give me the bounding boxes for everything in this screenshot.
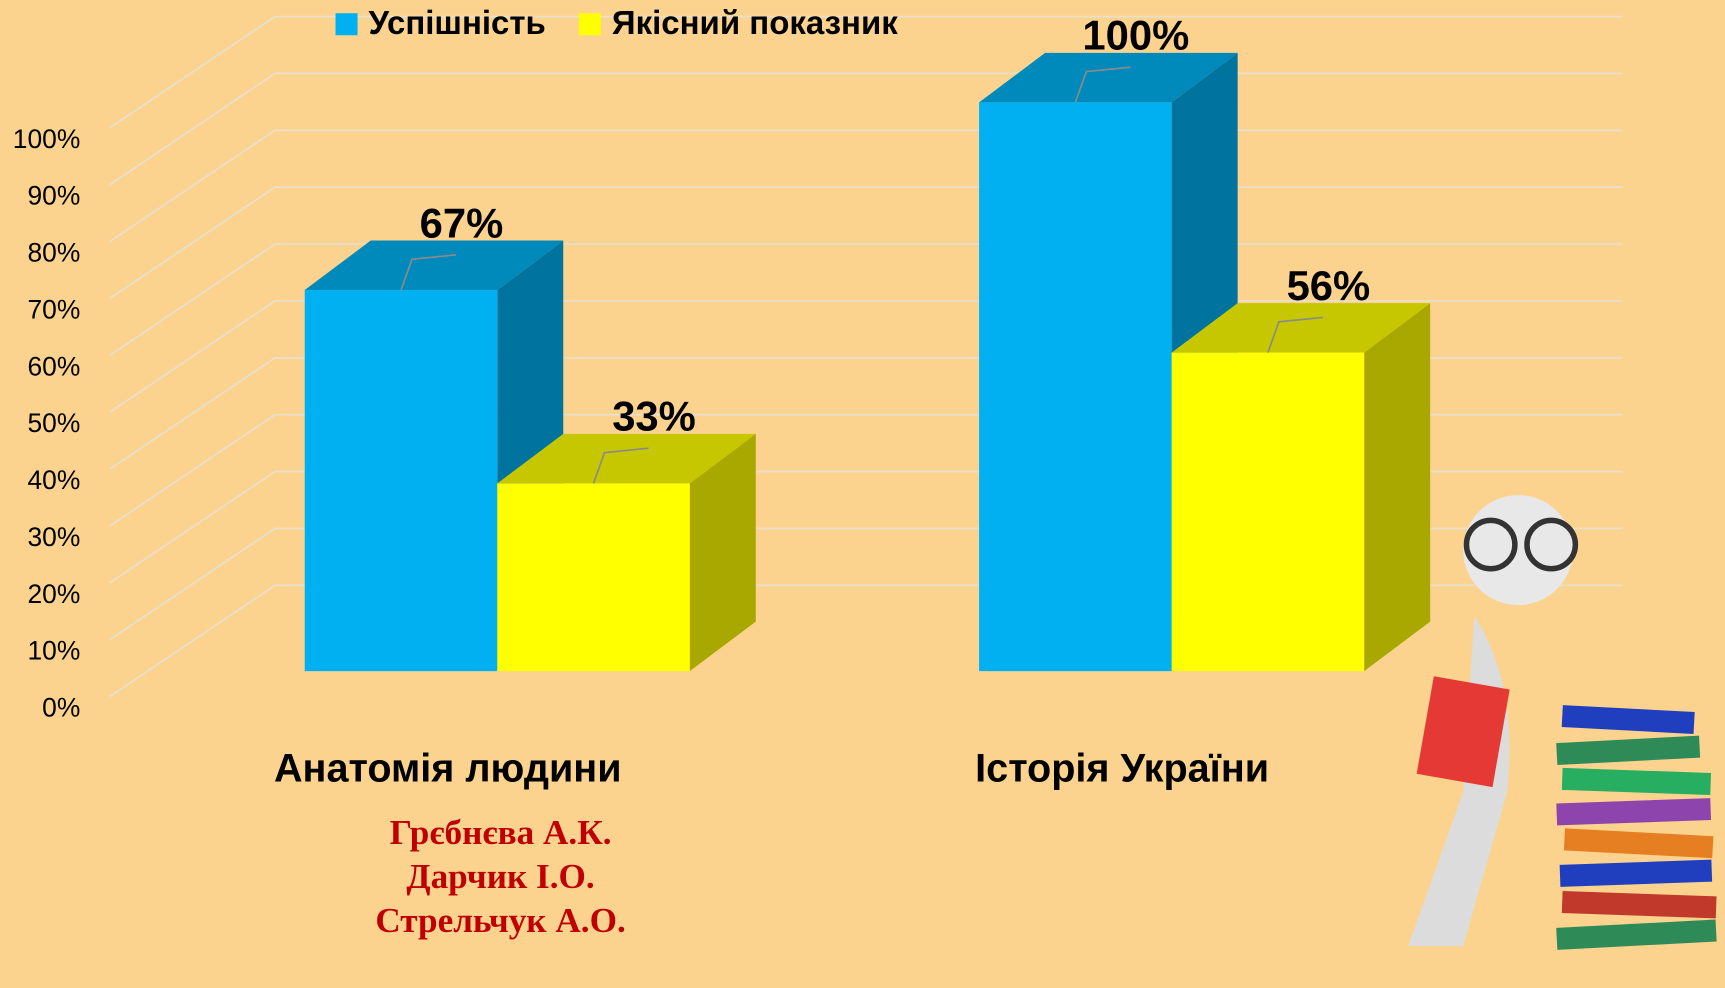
y-tick-label: 100%	[13, 124, 81, 154]
bar	[1171, 352, 1365, 672]
value-label: 100%	[1082, 12, 1189, 59]
legend-label: Якісний показник	[612, 4, 898, 41]
author-name: Стрельчук А.О.	[375, 901, 625, 940]
grid-line	[109, 129, 1623, 243]
bar-side	[689, 433, 756, 672]
grid-line	[109, 72, 1623, 186]
y-tick-label: 70%	[27, 294, 80, 324]
value-label: 56%	[1287, 262, 1371, 309]
bar-top	[1171, 303, 1431, 353]
y-tick-label: 30%	[27, 522, 80, 552]
leader-line	[592, 447, 649, 484]
leader-line	[400, 254, 457, 291]
y-tick-label: 20%	[27, 579, 80, 609]
x-tick-label: Анатомія людини	[274, 747, 622, 791]
author-name: Дарчик І.О.	[406, 857, 594, 896]
y-tick-label: 40%	[27, 465, 80, 495]
y-tick-label: 80%	[27, 238, 80, 268]
leader-line	[1074, 66, 1131, 103]
y-tick-label: 60%	[27, 351, 80, 381]
value-label: 33%	[612, 393, 696, 440]
y-tick-label: 10%	[27, 636, 80, 666]
bar-top	[979, 52, 1238, 103]
legend-swatch	[335, 13, 358, 36]
value-label: 67%	[420, 199, 504, 246]
y-tick-label: 90%	[27, 181, 80, 211]
legend-label: Успішність	[369, 4, 546, 41]
bar	[304, 290, 498, 672]
legend-swatch	[578, 13, 601, 36]
bar	[979, 102, 1172, 672]
y-tick-label: 50%	[27, 408, 80, 438]
y-tick-label: 0%	[42, 693, 80, 723]
bar-side	[1364, 303, 1431, 672]
bar-top	[497, 433, 756, 484]
author-name: Грєбнєва А.К.	[390, 813, 612, 852]
x-tick-label: Історія України	[975, 747, 1269, 791]
bar	[497, 483, 690, 672]
bar-top	[304, 240, 564, 291]
leader-line	[1267, 316, 1323, 353]
decoration-books	[1408, 495, 1717, 950]
grid-line	[109, 15, 1623, 129]
